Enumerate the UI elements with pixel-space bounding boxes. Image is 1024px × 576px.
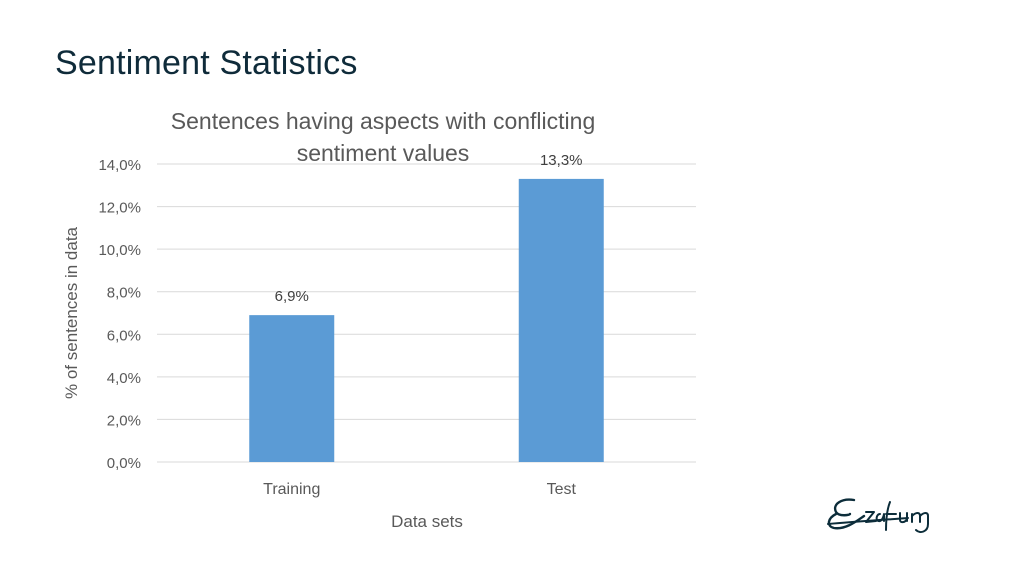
- erasmus-signature-logo-icon: [827, 498, 929, 533]
- x-axis-label: Data sets: [391, 512, 463, 531]
- y-tick-label: 4,0%: [107, 370, 141, 387]
- y-tick-label: 14,0%: [98, 157, 141, 174]
- bar-training: [249, 315, 335, 462]
- x-category-label: Test: [547, 481, 577, 498]
- y-axis-label: % of sentences in data: [62, 226, 81, 399]
- y-tick-label: 2,0%: [107, 412, 141, 429]
- slide-title: Sentiment Statistics: [55, 44, 358, 82]
- data-label: 6,9%: [275, 288, 309, 305]
- x-category-label: Training: [263, 481, 320, 498]
- y-tick-label: 12,0%: [98, 200, 141, 217]
- y-tick-label: 8,0%: [107, 285, 141, 302]
- data-label: 13,3%: [540, 152, 583, 169]
- chart-title-line-1: Sentences having aspects with conflictin…: [171, 108, 595, 134]
- y-tick-label: 0,0%: [107, 455, 141, 472]
- chart-title-line-2: sentiment values: [297, 140, 470, 166]
- y-tick-label: 10,0%: [98, 242, 141, 259]
- bar-test: [518, 178, 604, 462]
- y-tick-label: 6,0%: [107, 327, 141, 344]
